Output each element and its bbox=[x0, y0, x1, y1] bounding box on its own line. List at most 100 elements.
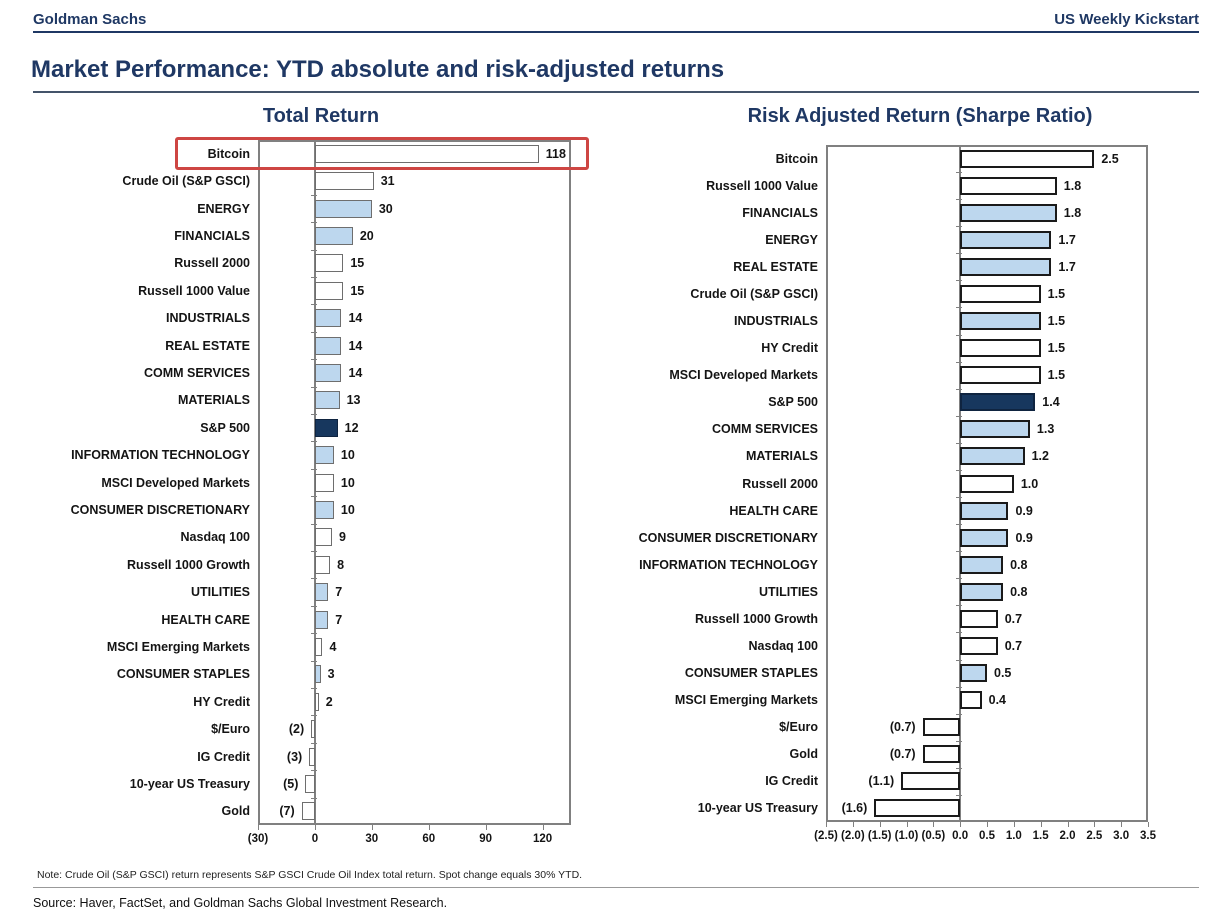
x-axis-tick-label: (1.0) bbox=[894, 830, 919, 842]
value-label: 1.0 bbox=[1020, 476, 1039, 491]
category-label: ENERGY bbox=[197, 201, 250, 216]
bar bbox=[314, 226, 353, 245]
row-tick bbox=[310, 331, 317, 333]
header-edition: US Weekly Kickstart bbox=[1054, 11, 1199, 28]
x-axis-tick-label: 0 bbox=[311, 833, 319, 845]
bar bbox=[922, 718, 961, 737]
row-tick bbox=[310, 770, 317, 772]
brand-logo-text: Goldman Sachs bbox=[33, 11, 147, 28]
row-tick bbox=[310, 578, 317, 580]
bar bbox=[314, 172, 374, 191]
value-label: 31 bbox=[380, 174, 395, 189]
x-axis-tick-label: 2.0 bbox=[1059, 830, 1076, 842]
row-tick bbox=[956, 659, 963, 661]
value-label: 1.2 bbox=[1031, 449, 1049, 464]
value-label: 0.5 bbox=[994, 666, 1012, 681]
category-label: INDUSTRIALS bbox=[165, 311, 250, 326]
row-tick bbox=[956, 361, 963, 363]
x-axis-tick-label: 120 bbox=[532, 833, 553, 845]
bar bbox=[960, 609, 998, 628]
x-axis-tick bbox=[879, 822, 881, 827]
category-label: Gold bbox=[789, 747, 818, 762]
bar bbox=[314, 583, 329, 602]
category-label: CONSUMER DISCRETIONARY bbox=[70, 502, 250, 517]
category-label: INFORMATION TECHNOLOGY bbox=[71, 448, 250, 463]
row-tick bbox=[310, 551, 317, 552]
bar bbox=[922, 745, 961, 764]
row-tick bbox=[956, 497, 963, 499]
row-tick bbox=[956, 280, 963, 282]
category-label: MSCI Emerging Markets bbox=[106, 639, 250, 654]
x-axis-tick bbox=[987, 822, 988, 827]
value-label: 8 bbox=[337, 557, 345, 572]
bar bbox=[960, 528, 1009, 547]
bar bbox=[311, 720, 315, 739]
value-label: (1.6) bbox=[841, 801, 868, 816]
x-axis-tick-label: (2.0) bbox=[841, 830, 865, 842]
category-label: Russell 2000 bbox=[742, 476, 818, 491]
value-label: 118 bbox=[545, 146, 566, 161]
value-label: (0.7) bbox=[889, 747, 916, 762]
value-label: 1.3 bbox=[1036, 422, 1055, 437]
bar bbox=[314, 500, 334, 519]
category-label: Russell 1000 Growth bbox=[127, 557, 250, 572]
x-axis-tick bbox=[428, 825, 430, 830]
value-label: 2.5 bbox=[1101, 151, 1119, 166]
bar bbox=[314, 528, 332, 547]
x-axis-tick bbox=[933, 822, 935, 827]
category-label: HEALTH CARE bbox=[161, 612, 250, 627]
value-label: 3 bbox=[327, 667, 335, 682]
row-tick bbox=[956, 226, 963, 228]
x-axis-tick bbox=[258, 825, 259, 830]
category-label: MSCI Developed Markets bbox=[669, 368, 818, 383]
value-label: 14 bbox=[348, 365, 363, 380]
category-label: CONSUMER STAPLES bbox=[116, 667, 250, 682]
value-label: (5) bbox=[283, 776, 299, 791]
value-label: 0.4 bbox=[988, 693, 1007, 708]
bar bbox=[960, 447, 1025, 466]
category-label: HEALTH CARE bbox=[729, 503, 818, 518]
row-tick bbox=[956, 686, 963, 688]
bar bbox=[960, 176, 1057, 195]
bar bbox=[314, 555, 331, 574]
bar bbox=[314, 391, 340, 410]
category-label: Russell 1000 Growth bbox=[695, 611, 818, 626]
x-axis-tick-label: (1.5) bbox=[867, 830, 892, 842]
category-label: Bitcoin bbox=[775, 151, 818, 166]
x-axis-tick bbox=[1067, 822, 1069, 827]
bar bbox=[960, 420, 1030, 439]
bar bbox=[301, 802, 315, 821]
row-tick bbox=[956, 740, 963, 742]
row-tick bbox=[310, 222, 317, 224]
bar bbox=[314, 637, 323, 656]
footnote: Note: Crude Oil (S&P GSCI) return repres… bbox=[37, 869, 583, 881]
value-label: 4 bbox=[329, 639, 337, 654]
row-tick bbox=[956, 794, 963, 796]
value-label: 2 bbox=[325, 694, 333, 709]
chart-title-total-return: Total Return bbox=[262, 105, 380, 127]
category-label: FINANCIALS bbox=[174, 228, 250, 243]
row-tick bbox=[310, 386, 317, 388]
value-label: (0.7) bbox=[889, 720, 916, 735]
value-label: 0.7 bbox=[1004, 638, 1023, 653]
row-tick bbox=[310, 468, 317, 470]
x-axis-tick bbox=[1094, 822, 1096, 827]
x-axis-tick bbox=[960, 822, 962, 827]
value-label: (7) bbox=[279, 804, 295, 819]
x-axis-tick bbox=[542, 825, 544, 830]
value-label: (1.1) bbox=[868, 774, 895, 789]
value-label: 0.9 bbox=[1015, 530, 1033, 545]
category-label: MSCI Developed Markets bbox=[101, 475, 250, 490]
category-label: Crude Oil (S&P GSCI) bbox=[690, 286, 818, 301]
bar bbox=[960, 339, 1041, 358]
row-tick bbox=[310, 194, 317, 196]
value-label: 7 bbox=[335, 585, 343, 600]
value-label: 1.7 bbox=[1058, 259, 1076, 274]
bar bbox=[960, 257, 1052, 276]
x-axis-tick-label: 60 bbox=[422, 833, 436, 845]
bar bbox=[314, 199, 372, 218]
row-tick bbox=[956, 415, 963, 417]
value-label: 1.5 bbox=[1047, 368, 1066, 383]
x-axis-tick bbox=[906, 822, 908, 827]
x-axis-tick bbox=[1148, 822, 1149, 827]
